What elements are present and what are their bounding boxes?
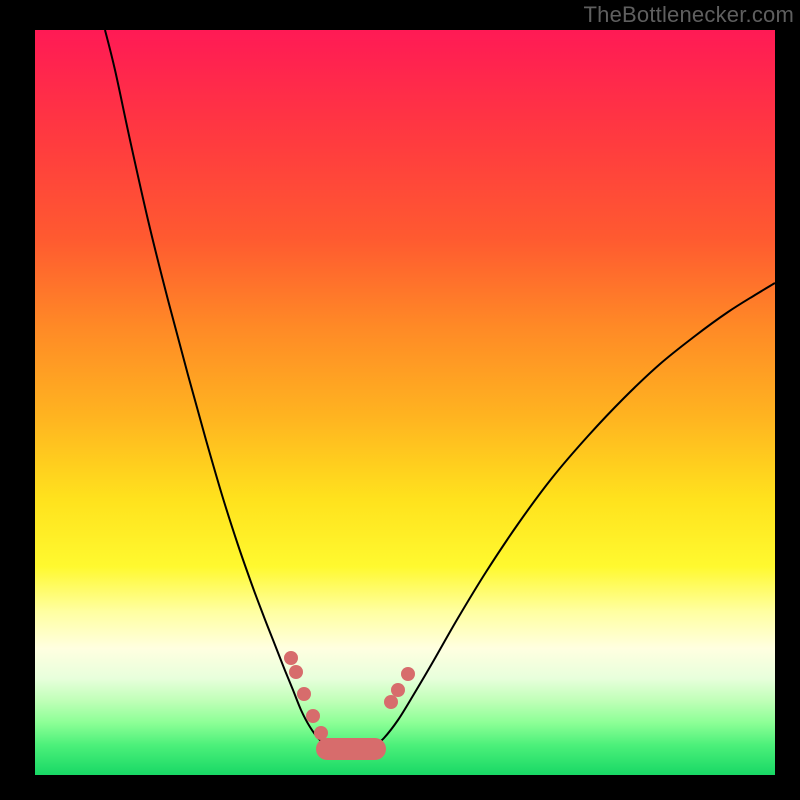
- chart-frame: TheBottlenecker.com: [0, 0, 800, 800]
- data-marker: [314, 726, 328, 740]
- curve-layer: [35, 30, 775, 775]
- valley-band-marker: [316, 738, 386, 760]
- marker-cluster-left: [284, 651, 328, 740]
- data-marker: [284, 651, 298, 665]
- watermark-text: TheBottlenecker.com: [584, 2, 794, 28]
- curve-left: [105, 30, 352, 753]
- data-marker: [391, 683, 405, 697]
- data-marker: [297, 687, 311, 701]
- data-marker: [289, 665, 303, 679]
- marker-cluster-right: [384, 667, 415, 709]
- plot-area: [35, 30, 775, 775]
- data-marker: [401, 667, 415, 681]
- data-marker: [384, 695, 398, 709]
- data-marker: [306, 709, 320, 723]
- curve-right: [352, 283, 775, 753]
